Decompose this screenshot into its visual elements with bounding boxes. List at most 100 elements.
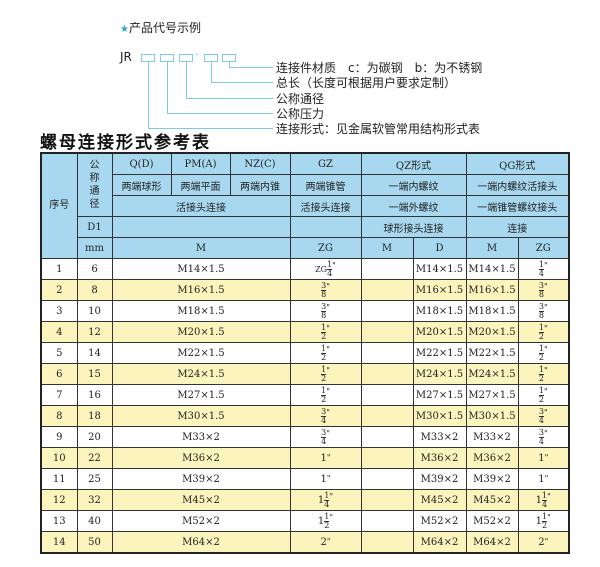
- example-heading: ★产品代号示例: [120, 19, 201, 36]
- fraction-denominator: 4: [538, 268, 544, 278]
- thread-m: M45×2: [111, 489, 291, 511]
- inch-mark: ": [329, 512, 334, 522]
- thread-m: M36×2: [111, 447, 291, 469]
- table-row: 5 14 M22×1.5 1 2 " M22×1.5 M22×1.5 1 2 ": [40, 342, 570, 364]
- code-box-material: [222, 54, 236, 62]
- fraction-numerator: 1: [538, 259, 544, 270]
- fraction-numerator: 3: [321, 406, 327, 417]
- header-qz-d: D: [412, 237, 467, 259]
- label-material: 连接件材质 c：为碳钢 b：为不锈钢: [276, 61, 483, 75]
- fraction-denominator: 8: [321, 289, 327, 299]
- zg-cell: 3 8 ": [289, 300, 362, 322]
- code-prefix: JR: [120, 50, 132, 64]
- table-body: 1 6 M14×1.5 ZG 1 4 " M14×1.5 M14×1.5 1 4 " 2 8 M16×1.5…: [40, 258, 570, 554]
- header-qg-desc2: 一端锥管螺纹接头: [465, 195, 570, 217]
- header-empty: [111, 216, 291, 238]
- qz-m: [360, 342, 414, 364]
- inch-mark: ": [544, 473, 549, 483]
- inch-mark: ": [544, 536, 549, 546]
- thread-m: M39×2: [111, 468, 291, 490]
- fraction-numerator: 1: [321, 343, 327, 354]
- header-nominal-diameter: 公称通径: [76, 152, 113, 217]
- qz-d: M39×2: [412, 468, 467, 490]
- header-qg: QG形式: [465, 152, 570, 175]
- inch-mark: ": [543, 260, 548, 270]
- zg-whole: 1: [538, 473, 545, 485]
- qg-m: M33×2: [465, 426, 519, 448]
- nominal-diameter: 18: [76, 405, 113, 427]
- qz-d: M20×1.5: [412, 321, 467, 343]
- zg-cell: 1 1 4 ": [517, 489, 570, 511]
- nominal-diameter: 12: [76, 321, 113, 343]
- thread-m: M16×1.5: [111, 279, 291, 301]
- qz-d: M52×2: [412, 510, 467, 532]
- fraction-denominator: 2: [538, 373, 544, 383]
- thread-m: M27×1.5: [111, 384, 291, 406]
- fraction-numerator: 1: [542, 490, 548, 501]
- fraction-denominator: 4: [538, 415, 544, 425]
- zg-cell: 1": [289, 447, 362, 469]
- fraction-denominator: 8: [321, 310, 327, 320]
- zg-whole: 1: [320, 452, 327, 464]
- header-gz: GZ: [289, 152, 362, 175]
- leader-line: [148, 62, 149, 128]
- zg-whole: 1: [535, 494, 543, 506]
- leader-line: [167, 62, 168, 113]
- zg-cell: 2": [289, 531, 362, 554]
- nominal-diameter: 22: [76, 447, 113, 469]
- label-connection: 连接形式：见金属软管常用结构形式表: [276, 122, 481, 136]
- fraction-numerator: 1: [538, 364, 544, 375]
- zg-cell: 2": [517, 531, 570, 554]
- inch-mark: ": [543, 407, 548, 417]
- inch-mark: ": [547, 512, 551, 522]
- thread-m: M24×1.5: [111, 363, 291, 385]
- thread-m: M52×2: [111, 510, 291, 532]
- fraction-denominator: 4: [538, 436, 544, 446]
- qz-m: [360, 447, 414, 469]
- nominal-diameter: 16: [76, 384, 113, 406]
- qz-m: [360, 258, 414, 280]
- leader-line: [211, 62, 212, 82]
- zg-whole: 2: [320, 536, 327, 548]
- qz-m: [360, 426, 414, 448]
- zg-cell: 3 4 ": [517, 426, 570, 448]
- qz-d: M30×1.5: [412, 405, 467, 427]
- fraction-numerator: 3: [538, 406, 544, 417]
- zg-whole: 1: [317, 515, 325, 527]
- qz-m: [360, 363, 414, 385]
- qg-m: M24×1.5: [465, 363, 519, 385]
- header-union-connection: 活接头连接: [111, 195, 291, 217]
- qz-m: [360, 279, 414, 301]
- leader-line: [148, 128, 273, 129]
- table-row: 7 16 M27×1.5 1 2 " M27×1.5 M27×1.5 1 2 ": [40, 384, 570, 406]
- row-number: 8: [40, 405, 78, 427]
- zg-cell: 1 2 ": [517, 363, 570, 385]
- fraction-denominator: 4: [321, 415, 327, 425]
- inch-mark: ": [329, 491, 334, 501]
- code-dash: -: [195, 49, 199, 60]
- row-number: 5: [40, 342, 78, 364]
- zg-whole: 1: [320, 473, 327, 485]
- inch-mark: ": [326, 323, 330, 333]
- inch-mark: ": [326, 302, 330, 312]
- fraction-numerator: 3: [321, 427, 327, 438]
- qz-d: M22×1.5: [412, 342, 467, 364]
- qz-m: [360, 405, 414, 427]
- header-qz: QZ形式: [360, 152, 467, 175]
- nominal-diameter: 32: [76, 489, 113, 511]
- zg-prefix: ZG: [315, 264, 328, 274]
- row-number: 4: [40, 321, 78, 343]
- thread-m: M20×1.5: [111, 321, 291, 343]
- header-qz-desc3: 球形接头连接: [360, 216, 467, 238]
- fraction-denominator: 2: [542, 520, 548, 530]
- qz-d: M64×2: [412, 531, 467, 554]
